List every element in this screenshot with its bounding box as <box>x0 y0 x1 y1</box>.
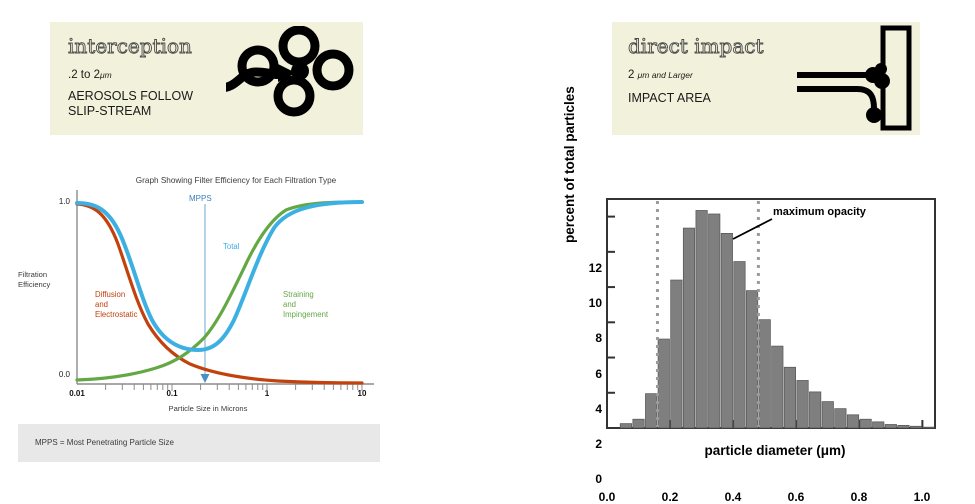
panel-interception-size-range: .2 to 2 <box>68 69 100 81</box>
histogram-bar <box>657 338 670 429</box>
filter-efficiency-title: Graph Showing Filter Efficiency for Each… <box>135 176 337 185</box>
histogram-bar <box>670 279 683 429</box>
filter-efficiency-chart: Graph Showing Filter Efficiency for Each… <box>18 172 388 422</box>
interception-slipstream-icon <box>226 26 356 126</box>
panel-direct-impact: direct impact 2 μm and Larger IMPACT ARE… <box>612 22 920 135</box>
filter-efficiency-x-axis-label: Particle Size in Microns <box>168 404 248 413</box>
panel-interception-title: interception <box>68 34 193 59</box>
histogram-ytick-2: 2 <box>595 437 602 451</box>
panel-direct-impact-body: IMPACT AREA <box>628 91 711 105</box>
histogram-bar <box>922 426 935 429</box>
panel-interception-size: .2 to 2μm <box>68 69 112 81</box>
filter-efficiency-y-axis-label: Filtration Efficiency <box>18 270 51 289</box>
particle-size-distribution-chart: percent of total particles particle diam… <box>560 86 960 504</box>
histogram-bar <box>733 261 746 429</box>
filter-efficiency-xtick-0: 0.01 <box>69 389 85 398</box>
histogram-bar <box>758 319 771 429</box>
filter-efficiency-ytick-1: 1.0 <box>58 197 70 206</box>
histogram-plot-area <box>560 185 960 485</box>
histogram-bar <box>846 414 860 429</box>
histogram-bar <box>821 401 834 429</box>
histogram-xtick-4: 0.8 <box>850 490 868 504</box>
histogram-bar <box>796 380 809 429</box>
maximum-opacity-annotation: maximum opacity <box>773 206 866 218</box>
histogram-xtick-3: 0.6 <box>787 490 805 504</box>
histogram-bar <box>632 418 645 429</box>
histogram-bar <box>897 425 910 429</box>
histogram-xtick-2: 0.4 <box>724 490 742 504</box>
histogram-bar <box>884 424 897 429</box>
histogram-bar <box>708 213 721 429</box>
panel-direct-impact-title: direct impact <box>628 34 764 59</box>
panel-interception-body: AEROSOLS FOLLOW SLIP-STREAM <box>68 89 194 118</box>
histogram-bar <box>619 423 632 429</box>
mpps-footnote-bar: MPPS = Most Penetrating Particle Size <box>18 424 380 462</box>
histogram-bar <box>771 345 784 429</box>
histogram-ytick-12: 12 <box>588 261 602 275</box>
filter-efficiency-series-label-straining: Straining and Impingement <box>283 290 329 319</box>
histogram-xtick-1: 0.2 <box>661 490 679 504</box>
filter-efficiency-xtick-2: 1 <box>264 389 270 398</box>
histogram-ytick-8: 8 <box>595 331 602 345</box>
histogram-ytick-0: 0 <box>595 472 602 486</box>
histogram-bar <box>809 391 822 429</box>
filter-efficiency-xtick-1: 0.1 <box>166 389 178 398</box>
filter-efficiency-series-label-total: Total <box>223 242 240 251</box>
histogram-bar <box>682 227 696 429</box>
panel-direct-impact-size-range: 2 <box>628 69 635 81</box>
panel-interception: interception .2 to 2μm AEROSOLS FOLLOW S… <box>50 22 363 135</box>
histogram-bar <box>859 418 872 429</box>
panel-direct-impact-size-unit: μm and Larger <box>637 70 693 80</box>
histogram-bar <box>910 425 923 429</box>
filter-efficiency-mpps-label: MPPS <box>189 194 212 203</box>
filter-efficiency-xtick-3: 10 <box>357 389 367 398</box>
histogram-bar <box>834 408 847 429</box>
histogram-xtick-5: 1.0 <box>913 490 931 504</box>
histogram-ytick-10: 10 <box>588 296 602 310</box>
histogram-ytick-4: 4 <box>595 402 602 416</box>
histogram-bar <box>695 210 708 429</box>
histogram-x-axis-label: particle diameter (μm) <box>704 443 846 458</box>
histogram-bar <box>645 393 658 429</box>
mpps-footnote-text: MPPS = Most Penetrating Particle Size <box>35 438 174 447</box>
panel-interception-size-unit: μm <box>99 70 112 80</box>
histogram-bar <box>720 232 733 429</box>
histogram-ytick-6: 6 <box>595 367 602 381</box>
histogram-xtick-0: 0.0 <box>598 490 616 504</box>
filter-efficiency-ytick-0: 0.0 <box>58 370 70 379</box>
histogram-bar <box>746 290 759 429</box>
filter-efficiency-plot-area <box>18 172 388 422</box>
panel-direct-impact-size: 2 μm and Larger <box>628 69 693 81</box>
filter-efficiency-series-label-diffusion: Diffusion and Electrostatic <box>95 290 138 319</box>
histogram-bar <box>783 366 796 429</box>
histogram-bar <box>872 421 885 429</box>
direct-impaction-icon <box>787 25 917 133</box>
